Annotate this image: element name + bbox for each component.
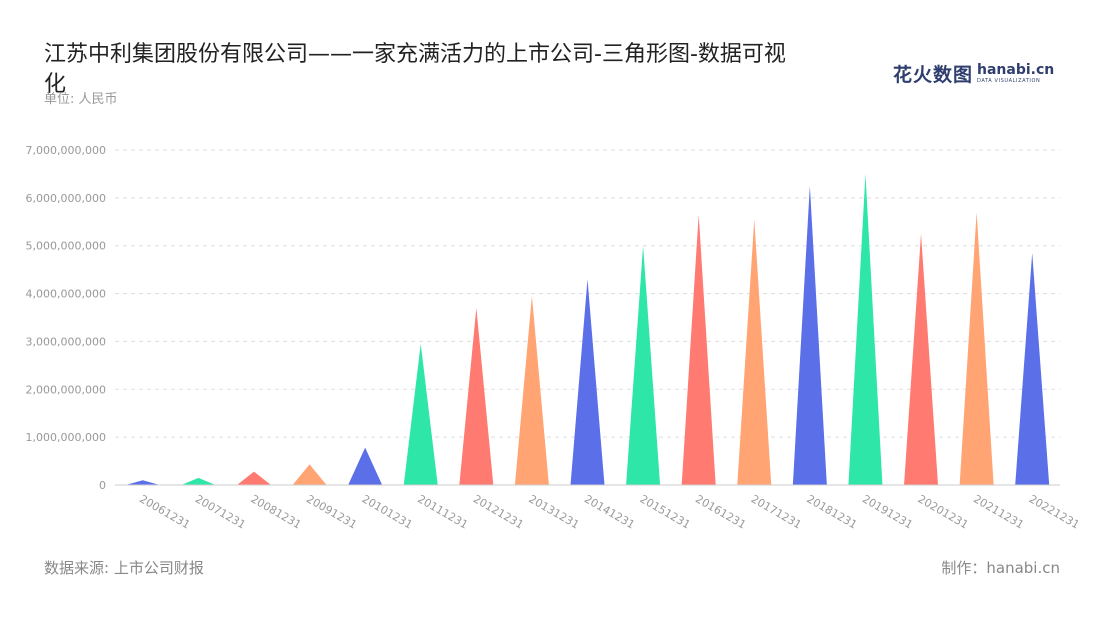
logo-en-subtext: DATA VISUALIZATION (977, 77, 1041, 84)
y-tick-label: 2,000,000,000 (26, 383, 106, 396)
triangle-bar (792, 185, 827, 485)
x-axis-ticks: 20061231 20071231 20081231 20091231 20101231… (137, 492, 1081, 531)
triangle-bar (681, 214, 716, 485)
y-tick-label: 5,000,000,000 (26, 240, 106, 253)
triangle-bar (904, 233, 939, 485)
bar-layer (125, 173, 1050, 485)
triangle-bar (737, 219, 772, 485)
triangle-bar (403, 343, 438, 485)
x-tick-label: 20181231 (804, 492, 859, 531)
triangle-bar (626, 245, 661, 485)
maker-credit: 制作：hanabi.cn (941, 559, 1060, 577)
chart-title: 江苏中利集团股份有限公司——一家充满活力的上市公司-三角形图-数据可视化 (44, 42, 786, 97)
triangle-bar (348, 447, 383, 485)
data-source: 数据来源: 上市公司财报 (44, 559, 204, 577)
x-tick-label: 20211231 (971, 492, 1026, 531)
logo-en-text: hanabi.cn (977, 61, 1055, 78)
brand-logo: 花火数图 hanabi.cn DATA VISUALIZATION (893, 60, 1054, 86)
y-tick-label: 6,000,000,000 (26, 192, 106, 205)
y-tick-label: 0 (99, 479, 106, 492)
triangle-bar (292, 464, 327, 485)
x-tick-label: 20151231 (638, 492, 693, 531)
triangle-bar (570, 279, 605, 485)
triangle-bar (236, 471, 271, 485)
x-tick-label: 20091231 (304, 492, 359, 531)
x-tick-label: 20121231 (471, 492, 526, 531)
x-tick-label: 20061231 (137, 492, 192, 531)
x-tick-label: 20171231 (749, 492, 804, 531)
y-tick-label: 1,000,000,000 (26, 431, 106, 444)
y-tick-label: 4,000,000,000 (26, 288, 106, 301)
unit-label: 单位: 人民币 (44, 92, 118, 107)
x-tick-label: 20221231 (1027, 492, 1082, 531)
triangle-bar (959, 212, 994, 485)
x-tick-label: 20201231 (916, 492, 971, 531)
x-tick-label: 20071231 (193, 492, 248, 531)
triangle-bar (181, 477, 216, 485)
x-tick-label: 20081231 (248, 492, 303, 531)
y-tick-label: 3,000,000,000 (26, 335, 106, 348)
x-tick-label: 20191231 (860, 492, 915, 531)
x-tick-label: 20141231 (582, 492, 637, 531)
triangle-bar (848, 173, 883, 485)
triangle-bar (514, 295, 549, 485)
logo-cn-text: 花火数图 (893, 63, 974, 86)
logo-en-block: hanabi.cn DATA VISUALIZATION (977, 63, 1054, 84)
y-axis-ticks: 0 1,000,000,000 2,000,000,000 3,000,000,000… (26, 144, 106, 492)
x-tick-label: 20161231 (693, 492, 748, 531)
x-tick-label: 20131231 (526, 492, 581, 531)
triangle-bar (1015, 252, 1050, 485)
x-tick-label: 20111231 (415, 492, 470, 531)
x-tick-label: 20101231 (360, 492, 415, 531)
triangle-bar (125, 480, 160, 485)
triangle-bar (459, 307, 494, 485)
y-tick-label: 7,000,000,000 (26, 144, 106, 157)
